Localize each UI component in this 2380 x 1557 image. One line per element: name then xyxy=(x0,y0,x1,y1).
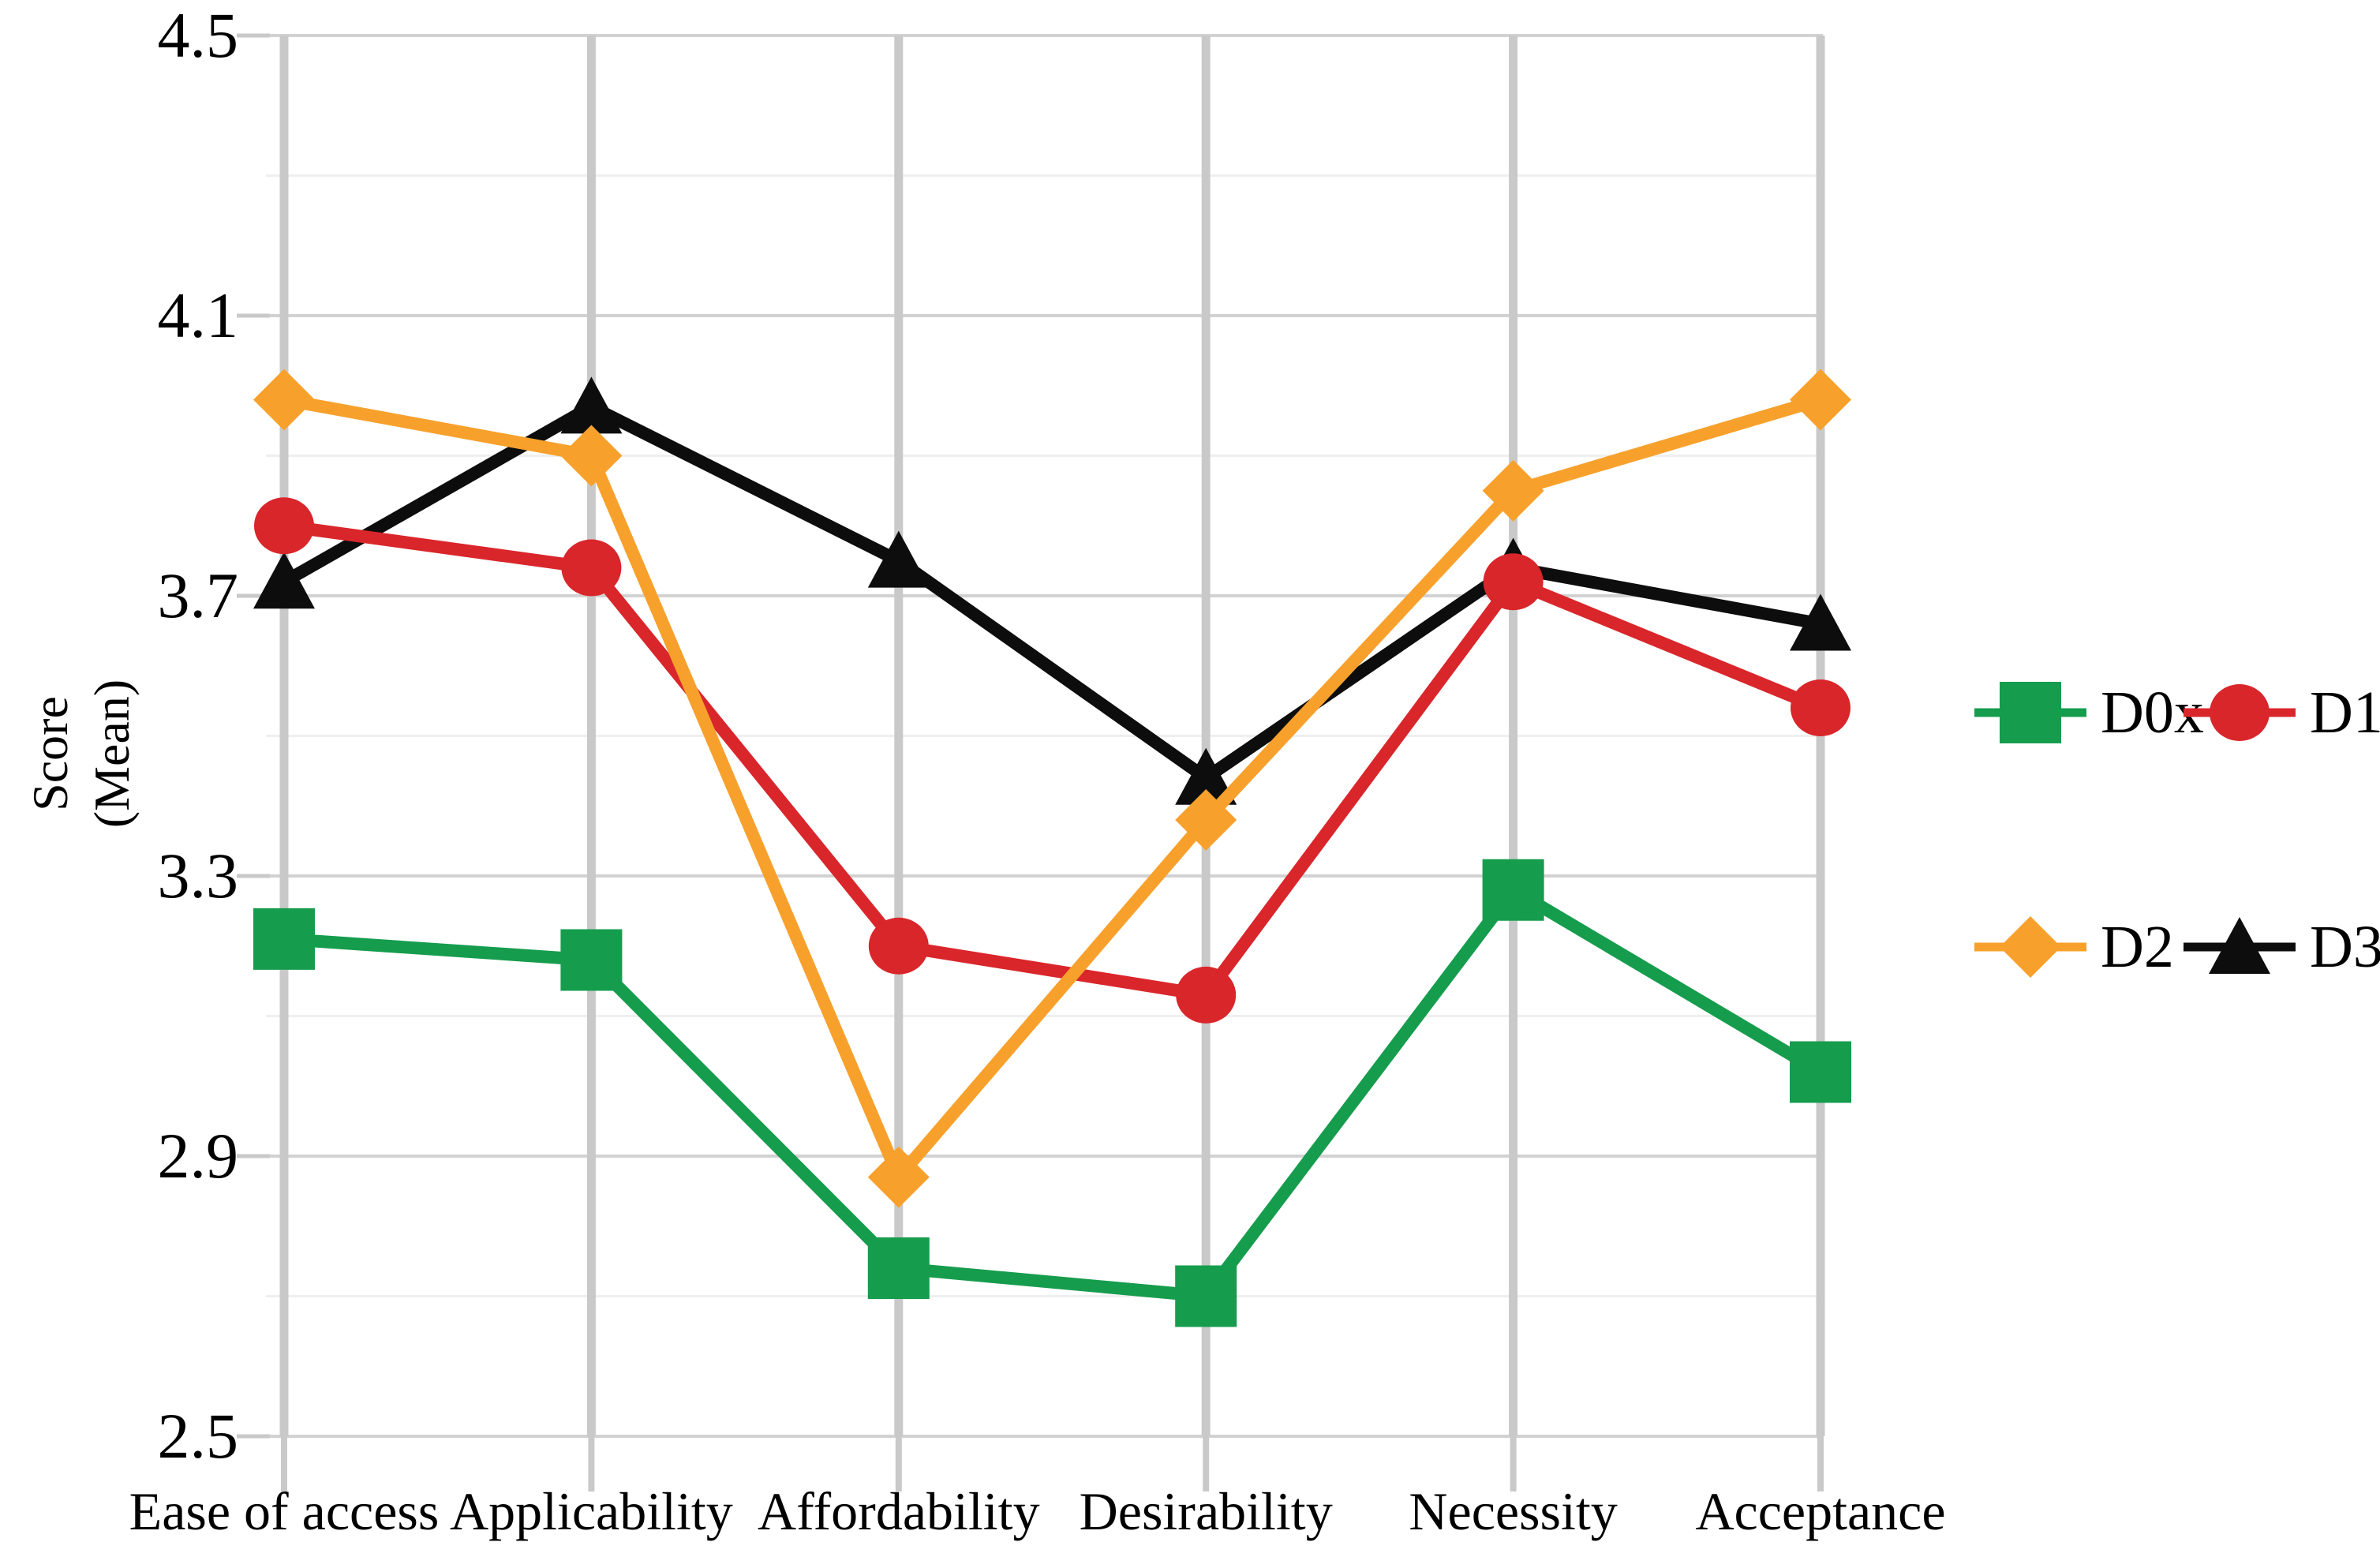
x-category-label: Affordability xyxy=(758,1481,1040,1541)
x-category-label: Acceptance xyxy=(1695,1481,1946,1541)
series-line-D1 xyxy=(283,519,1824,1001)
legend-marker-square-icon xyxy=(1974,682,2086,743)
marker-D2-Acceptance xyxy=(1790,369,1851,431)
y-axis-title-line1: Score xyxy=(22,696,78,811)
x-category-label: Desirability xyxy=(1079,1481,1333,1541)
legend-shape-D2 xyxy=(2000,916,2061,978)
series-line-D2 xyxy=(283,393,1823,1184)
legend-marker-diamond-icon xyxy=(1974,916,2086,978)
marker-D1-Desirability xyxy=(1176,966,1237,1024)
marker-D3-Desirability xyxy=(1175,747,1237,805)
marker-D3-Affordability xyxy=(867,530,930,588)
series-line-D3 xyxy=(281,400,1822,784)
x-category-label: Necessity xyxy=(1409,1481,1618,1541)
legend-item-d2: D2 xyxy=(1971,911,2174,982)
marker-D2-Applicability xyxy=(560,425,623,487)
marker-D0x-Applicability xyxy=(560,929,623,991)
y-tick-label: 2.5 xyxy=(157,1400,239,1472)
y-tick-label: 4.1 xyxy=(157,279,239,351)
marker-D1-Acceptance xyxy=(1791,679,1850,736)
y-axis-title: Score (Mean) xyxy=(20,596,146,911)
x-category-label: Ease of access xyxy=(129,1481,440,1541)
marker-D2-Desirability xyxy=(1175,789,1237,851)
y-axis-title-line2: (Mean) xyxy=(84,679,140,829)
marker-D2-Ease of access xyxy=(253,369,315,431)
legend-shape-D0x xyxy=(2000,682,2061,743)
legend-item-d0x: D0x xyxy=(1971,677,2204,748)
y-tick-label: 4.5 xyxy=(157,0,239,71)
marker-D3-Applicability xyxy=(560,376,623,434)
marker-D0x-Ease of access xyxy=(253,908,315,970)
legend-item-d3: D3 xyxy=(2180,911,2380,982)
marker-D0x-Desirability xyxy=(1175,1265,1237,1327)
legend-label-d3: D3 xyxy=(2310,914,2380,980)
legend-label-d2: D2 xyxy=(2101,914,2174,980)
y-tick-label: 3.7 xyxy=(157,560,239,631)
legend-marker-triangle-icon xyxy=(2184,917,2296,974)
marker-D2-Affordability xyxy=(867,1146,930,1208)
marker-D3-Ease of access xyxy=(253,552,315,609)
series-line-D0x xyxy=(283,883,1824,1303)
y-tick-label: 3.3 xyxy=(157,840,239,911)
legend-label-d1: D1 xyxy=(2310,679,2380,746)
marker-D0x-Affordability xyxy=(867,1237,930,1299)
marker-D1-Ease of access xyxy=(254,497,314,555)
legend-shape-D3 xyxy=(2209,917,2270,974)
legend-shape-D1 xyxy=(2210,684,2270,741)
legend-marker-circle-icon xyxy=(2184,684,2296,741)
legend-item-d1: D1 xyxy=(2180,677,2380,748)
y-tick-label: 2.9 xyxy=(157,1120,239,1192)
marker-D3-Acceptance xyxy=(1790,593,1851,651)
marker-D0x-Acceptance xyxy=(1790,1041,1851,1103)
marker-D0x-Necessity xyxy=(1482,859,1544,921)
x-category-label: Applicability xyxy=(449,1481,733,1541)
marker-D1-Applicability xyxy=(561,539,622,597)
marker-D2-Necessity xyxy=(1482,459,1544,522)
marker-D1-Affordability xyxy=(868,917,929,975)
marker-D1-Necessity xyxy=(1483,553,1544,611)
